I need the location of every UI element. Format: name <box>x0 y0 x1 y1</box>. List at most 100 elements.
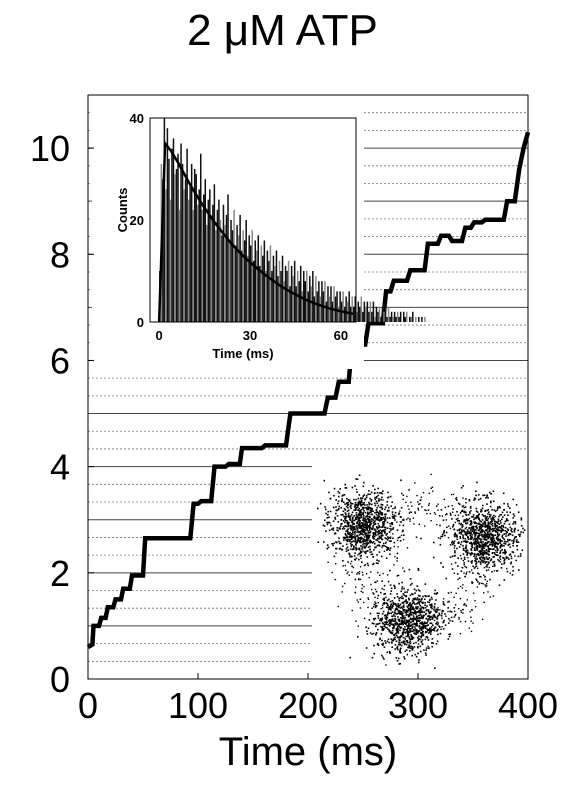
scatter-point <box>384 624 386 626</box>
scatter-point <box>369 522 372 524</box>
scatter-point <box>384 526 386 529</box>
scatter-point <box>401 586 404 588</box>
scatter-point <box>507 503 509 505</box>
scatter-point <box>488 525 491 527</box>
scatter-point <box>417 569 420 571</box>
scatter-point <box>364 525 367 527</box>
scatter-point <box>351 541 353 543</box>
scatter-point <box>434 610 437 612</box>
scatter-point <box>369 534 371 537</box>
scatter-point <box>501 534 504 537</box>
scatter-point <box>351 525 353 527</box>
scatter-point <box>358 474 361 477</box>
scatter-point <box>355 528 357 531</box>
scatter-point <box>346 497 348 500</box>
scatter-point <box>485 535 488 538</box>
scatter-point <box>372 525 374 528</box>
histogram-bar <box>224 225 226 322</box>
scatter-point <box>452 543 454 546</box>
scatter-point <box>467 552 469 554</box>
scatter-point <box>408 637 411 640</box>
scatter-point <box>385 615 388 618</box>
scatter-point <box>449 633 452 635</box>
scatter-point <box>398 619 400 622</box>
scatter-point <box>329 510 332 513</box>
scatter-point <box>441 515 443 517</box>
scatter-point <box>454 551 456 554</box>
scatter-point <box>490 558 492 560</box>
scatter-point <box>490 528 493 531</box>
scatter-point <box>344 521 346 524</box>
scatter-point <box>475 541 477 543</box>
scatter-point <box>368 520 370 522</box>
scatter-point <box>487 517 490 520</box>
histogram-bar <box>206 225 208 322</box>
scatter-point <box>335 506 337 508</box>
scatter-point <box>373 618 375 620</box>
scatter-point <box>349 517 351 519</box>
scatter-point <box>400 612 402 614</box>
scatter-point <box>374 596 376 599</box>
scatter-point <box>362 542 365 544</box>
scatter-point <box>457 514 460 516</box>
scatter-point <box>372 519 375 521</box>
scatter-point <box>401 607 404 610</box>
scatter-point <box>462 608 464 611</box>
scatter-point <box>465 522 467 525</box>
scatter-point <box>509 532 511 535</box>
scatter-point <box>491 522 494 525</box>
scatter-point <box>424 625 427 627</box>
scatter-point <box>497 539 500 541</box>
scatter-point <box>503 562 505 565</box>
scatter-point <box>350 535 352 538</box>
scatter-point <box>397 574 400 576</box>
scatter-point <box>338 540 340 543</box>
scatter-point <box>357 548 360 550</box>
scatter-point <box>505 541 507 543</box>
scatter-point <box>361 533 363 535</box>
scatter-point <box>359 517 361 519</box>
scatter-point <box>476 481 478 484</box>
scatter-point <box>461 531 463 533</box>
histogram-bar <box>404 316 406 322</box>
scatter-point <box>458 522 460 525</box>
scatter-point <box>400 644 403 647</box>
scatter-point <box>324 506 326 508</box>
scatter-point <box>425 647 428 649</box>
x-axis-label: Time (ms) <box>218 730 398 774</box>
scatter-point <box>464 540 466 542</box>
scatter-point <box>409 609 412 611</box>
scatter-point <box>515 540 518 543</box>
scatter-point <box>408 627 410 629</box>
scatter-point <box>408 615 411 617</box>
scatter-point <box>453 528 455 531</box>
scatter-point <box>344 517 347 519</box>
scatter-point <box>378 525 380 527</box>
scatter-point <box>325 530 327 532</box>
scatter-point <box>376 580 379 582</box>
scatter-point <box>427 647 430 649</box>
scatter-point <box>492 542 494 544</box>
scatter-point <box>413 602 415 604</box>
histogram-bar <box>290 265 293 322</box>
scatter-point <box>344 519 347 522</box>
scatter-point <box>429 619 431 621</box>
scatter-point <box>401 617 404 620</box>
scatter-point <box>379 619 381 622</box>
scatter-point <box>495 545 497 548</box>
scatter-point <box>464 533 466 535</box>
scatter-point <box>356 491 358 493</box>
scatter-point <box>432 642 434 644</box>
scatter-point <box>393 597 396 599</box>
scatter-point <box>351 502 354 505</box>
scatter-point <box>354 535 356 537</box>
scatter-point <box>442 598 445 600</box>
scatter-point <box>377 531 379 533</box>
scatter-point <box>325 512 327 515</box>
scatter-point <box>383 593 385 595</box>
scatter-point <box>484 532 487 534</box>
scatter-point <box>486 494 488 496</box>
scatter-point <box>420 601 423 604</box>
scatter-point <box>364 523 366 525</box>
scatter-point <box>486 524 488 527</box>
